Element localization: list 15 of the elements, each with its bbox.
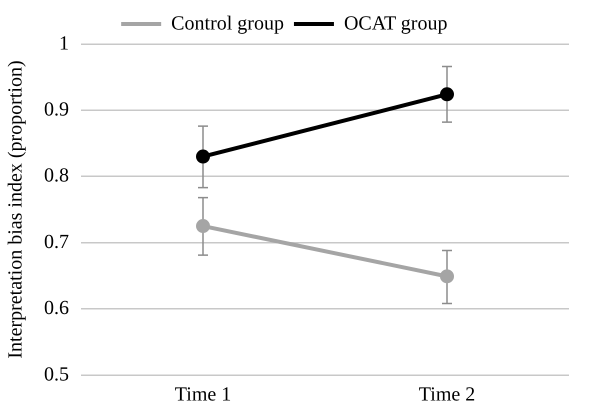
y-tick-label: 1 <box>59 32 69 54</box>
legend-label: OCAT group <box>344 12 448 34</box>
point <box>196 219 210 234</box>
legend-label: Control group <box>171 12 284 34</box>
y-tick-label: 0.6 <box>44 297 69 320</box>
y-tick-label: 0.8 <box>44 164 69 187</box>
point <box>196 150 210 164</box>
y-tick-label: 0.9 <box>44 98 69 120</box>
y-tick-label: 0.5 <box>44 363 69 386</box>
point <box>440 87 454 102</box>
x-tick-label: Time 2 <box>418 383 476 406</box>
y-axis-title: Interpretation bias index (proportion) <box>4 60 26 359</box>
y-tick-label: 0.7 <box>44 230 69 253</box>
point <box>440 269 454 284</box>
x-tick-label: Time 1 <box>174 383 232 406</box>
